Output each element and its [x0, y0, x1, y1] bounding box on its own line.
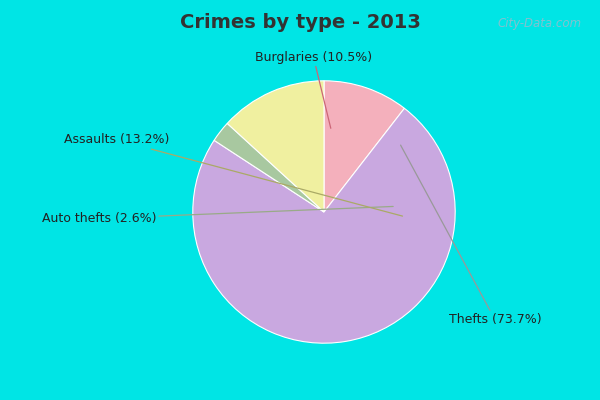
Text: Assaults (13.2%): Assaults (13.2%) — [64, 133, 403, 216]
Text: Thefts (73.7%): Thefts (73.7%) — [401, 145, 541, 326]
Wedge shape — [324, 81, 404, 212]
Text: Crimes by type - 2013: Crimes by type - 2013 — [179, 14, 421, 32]
Text: Burglaries (10.5%): Burglaries (10.5%) — [255, 51, 372, 128]
Wedge shape — [227, 81, 324, 212]
Wedge shape — [214, 123, 324, 212]
Text: City-Data.com: City-Data.com — [498, 16, 582, 30]
Text: Auto thefts (2.6%): Auto thefts (2.6%) — [41, 206, 393, 225]
Wedge shape — [193, 108, 455, 343]
